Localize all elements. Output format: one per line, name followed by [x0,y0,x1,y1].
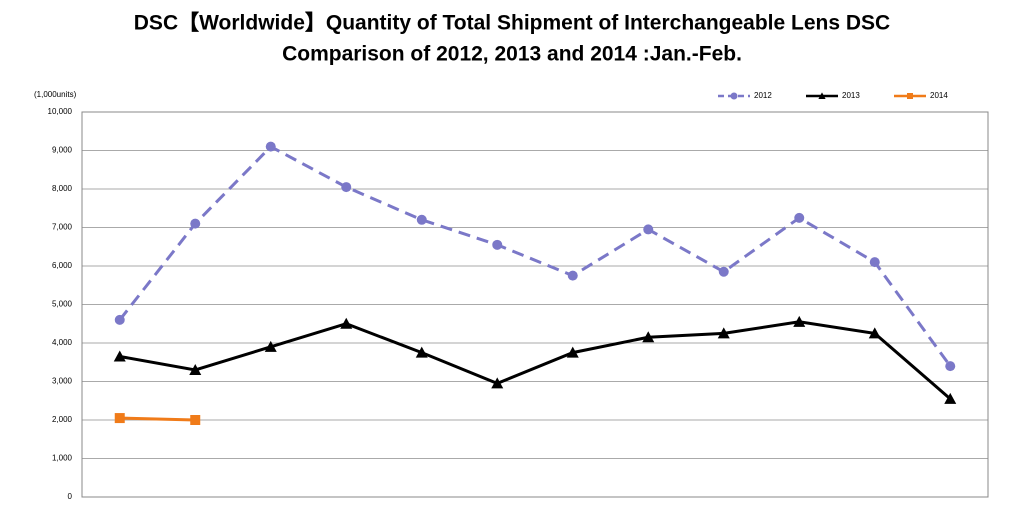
data-point [491,377,504,389]
data-point [642,331,655,343]
data-point [945,361,956,372]
y-tick-label: 6,000 [52,261,73,270]
data-point [492,239,503,250]
data-point [114,314,125,325]
data-point [190,415,201,425]
data-point [643,224,654,235]
data-point [114,413,125,424]
data-point [717,327,730,339]
legend-label: 2014 [930,91,948,100]
data-point [341,182,352,193]
y-tick-label: 3,000 [52,377,73,386]
y-tick-label: 7,000 [52,223,73,232]
y-tick-label: 5,000 [52,300,73,309]
data-point [415,346,428,358]
data-point [718,266,729,277]
y-tick-label: 1,000 [52,454,73,463]
legend-marker [818,92,826,99]
data-point [869,257,880,268]
data-point [567,270,578,281]
y-tick-label: 9,000 [52,146,73,155]
legend-label: 2013 [842,91,860,100]
data-point [416,214,427,225]
chart-title: DSC【Worldwide】Quantity of Total Shipment… [134,12,890,35]
y-tick-label: 0 [68,492,73,501]
data-point [264,340,277,352]
y-tick-label: 10,000 [48,107,73,116]
data-point [944,392,957,404]
data-point [265,141,276,152]
y-tick-label: 2,000 [52,415,73,424]
data-point [793,315,806,327]
series-line [119,416,196,422]
series-line [118,144,952,367]
chart-title: Comparison of 2012, 2013 and 2014 :Jan.-… [282,43,742,66]
legend-label: 2012 [754,91,772,100]
data-point [868,327,881,339]
legend-marker [907,93,913,99]
data-point [189,363,202,375]
data-point [113,350,126,362]
data-point [794,212,805,223]
legend-marker [730,92,738,100]
data-point [566,346,579,358]
data-point [190,218,201,229]
series-line [119,320,952,400]
data-point [340,317,353,329]
y-axis-label: (1,000units) [34,90,77,99]
y-tick-label: 8,000 [52,184,73,193]
y-tick-label: 4,000 [52,338,73,347]
plot-frame [81,111,989,498]
